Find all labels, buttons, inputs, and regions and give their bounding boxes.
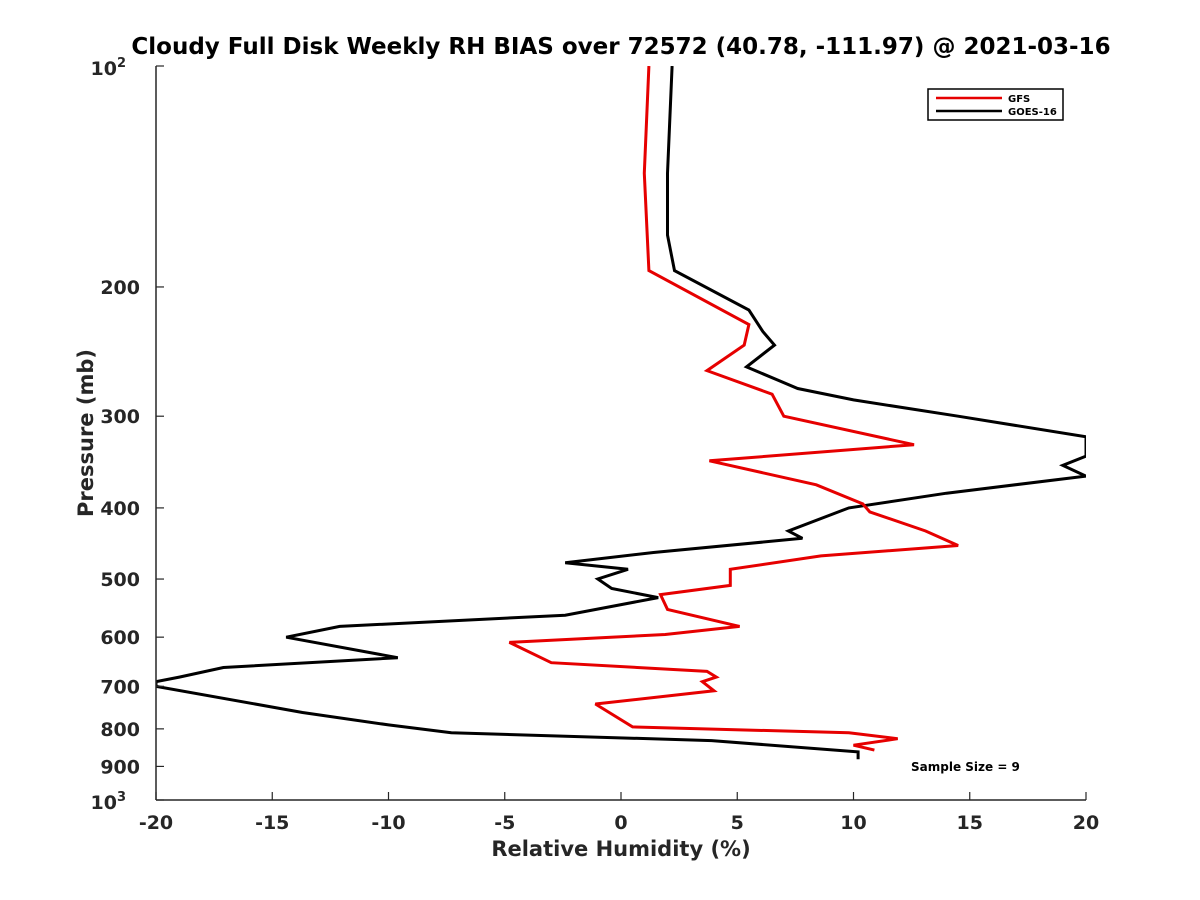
legend-box [927, 88, 1064, 121]
plot-area [156, 66, 1086, 800]
y-limit-bottom-label: 103 [91, 790, 127, 814]
sample-size-annotation: Sample Size = 9 [911, 760, 1020, 774]
plot-background [156, 66, 1086, 800]
y-ticks: 200 300 400 500 600 700 800 900 [100, 65, 164, 801]
x-tick-label: -20 [139, 812, 173, 834]
x-tick-label: 5 [731, 812, 744, 834]
legend-label: GOES-16 [1008, 107, 1057, 118]
x-ticks: -20 -15 -10 -5 0 5 10 15 20 [139, 792, 1099, 834]
x-tick-label: -15 [255, 812, 289, 834]
y-tick-label: 400 [100, 498, 140, 520]
y-tick-label: 200 [100, 277, 140, 299]
series-line-gfs [508, 66, 959, 752]
legend: GFS GOES-16 [927, 88, 1064, 121]
chart-title: Cloudy Full Disk Weekly RH BIAS over 725… [131, 34, 1110, 60]
series-line-goes-16 [156, 66, 1086, 760]
y-axis-label: Pressure (mb) [74, 349, 98, 517]
y-tick-label: 600 [100, 627, 140, 649]
x-tick-label: 15 [957, 812, 983, 834]
y-tick-label: 300 [100, 406, 140, 428]
x-tick-label: 0 [614, 812, 627, 834]
y-tick-label: 700 [100, 676, 140, 698]
legend-label: GFS [1008, 94, 1030, 105]
y-limit-top-label: 102 [91, 56, 127, 80]
x-tick-label: -5 [494, 812, 515, 834]
y-tick-label: 800 [100, 719, 140, 741]
x-tick-label: 20 [1073, 812, 1099, 834]
y-tick-label: 900 [100, 756, 140, 778]
series-layer [156, 66, 1086, 760]
y-tick-label: 500 [100, 569, 140, 591]
x-tick-label: -10 [371, 812, 405, 834]
x-tick-label: 10 [840, 812, 866, 834]
x-axis-label: Relative Humidity (%) [491, 837, 750, 861]
